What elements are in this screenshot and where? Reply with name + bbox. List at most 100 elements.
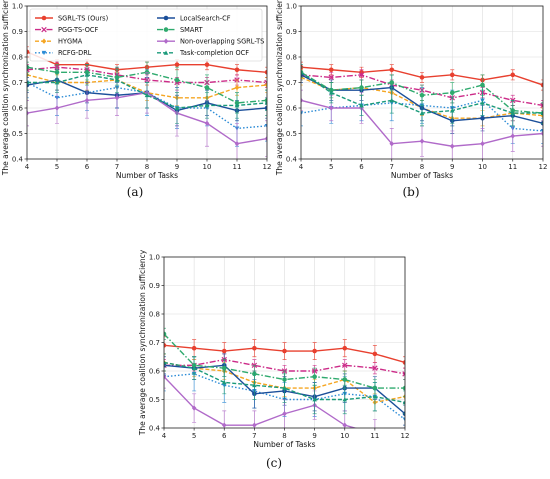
x-tick-label-c: 9	[312, 432, 316, 440]
data-point-a	[114, 95, 120, 101]
data-point-a	[114, 77, 120, 82]
legend-marker	[163, 15, 169, 21]
legend-label-7: Task-completion OCF	[179, 49, 249, 57]
legend-label-1: PGG-TS-OCF	[58, 26, 99, 34]
x-tick-label-a: 9	[175, 163, 179, 171]
x-tick-label-c: 12	[401, 432, 410, 440]
data-point-b	[449, 72, 455, 78]
x-tick-label-a: 11	[233, 163, 242, 171]
data-point-c	[402, 385, 405, 391]
error-bar-b	[541, 117, 543, 145]
data-point-c	[342, 362, 348, 369]
legend-marker	[41, 15, 47, 21]
y-tick-label-b: 1.0	[286, 2, 297, 10]
data-point-b	[480, 115, 485, 121]
y-tick-label-c: 0.7	[149, 339, 160, 347]
error-bar-b	[541, 120, 543, 147]
legend-label-2: HYGMA	[58, 38, 83, 46]
series-b-7	[301, 64, 543, 127]
data-point-c	[191, 405, 197, 411]
panel-c: 4 5 6 7 8 9 10 11 12 0.4 0.5 0.6 0.7 0.8 0.9 1.0 Number …	[138, 249, 409, 470]
error-bar-b	[541, 102, 543, 124]
x-tick-label-a: 7	[115, 163, 119, 171]
data-point-b	[328, 90, 334, 95]
data-point-a	[234, 67, 240, 73]
legend-marker	[41, 50, 47, 56]
data-point-b	[540, 130, 543, 137]
y-tick-label-b: 0.6	[286, 104, 298, 112]
legend-marker	[41, 26, 47, 33]
data-point-b	[540, 82, 543, 88]
data-point-c	[282, 411, 287, 417]
data-point-b	[301, 97, 304, 104]
y-tick-label-a: 0.8	[12, 53, 23, 61]
x-axis-label-c: Number of Tasks	[253, 440, 315, 449]
data-point-b	[510, 110, 516, 115]
data-point-c	[342, 345, 348, 351]
panel-label-b: (b)	[402, 185, 419, 199]
y-axis-label-a: The average coalition synchronization su…	[1, 0, 10, 176]
data-point-a	[27, 64, 30, 70]
data-point-b	[540, 129, 543, 134]
data-point-c	[402, 371, 405, 377]
legend-marker	[163, 27, 169, 32]
data-point-c	[372, 394, 378, 399]
data-point-c	[402, 360, 405, 365]
error-bar-b	[301, 64, 303, 81]
legend-item-0: SGRL-TS (Ours)	[35, 14, 108, 22]
y-tick-label-c: 0.4	[149, 424, 161, 432]
data-point-c	[191, 365, 197, 371]
series-line-c-1	[164, 358, 405, 375]
data-point-b	[510, 72, 516, 78]
error-bar-a	[265, 77, 267, 94]
panel-label-a: (a)	[127, 185, 144, 199]
data-point-c	[164, 360, 167, 365]
error-bar-c	[164, 327, 166, 340]
x-tick-label-b: 12	[539, 163, 548, 171]
data-point-a	[264, 98, 267, 103]
y-tick-label-c: 1.0	[149, 253, 160, 261]
data-point-a	[27, 80, 30, 85]
data-point-a	[264, 79, 267, 86]
error-bar-c	[403, 404, 405, 428]
data-point-a	[174, 77, 180, 83]
data-point-a	[204, 103, 210, 108]
x-tick-label-a: 10	[203, 163, 212, 171]
data-point-c	[312, 374, 317, 380]
error-bar-a	[265, 89, 267, 116]
series-c-7	[164, 353, 405, 415]
error-bar-b	[301, 69, 303, 86]
data-point-a	[234, 84, 240, 91]
data-point-b	[540, 110, 543, 115]
error-bar-a	[27, 46, 29, 58]
x-tick-label-c: 6	[222, 432, 227, 440]
data-point-a	[234, 103, 240, 108]
x-tick-label-c: 4	[162, 432, 167, 440]
data-point-a	[234, 141, 240, 147]
y-tick-label-a: 0.4	[12, 155, 24, 163]
data-point-c	[252, 382, 257, 388]
data-point-c	[342, 397, 348, 402]
error-bar-b	[301, 66, 303, 78]
error-bar-a	[27, 61, 29, 73]
data-point-a	[264, 70, 267, 75]
data-point-c	[312, 348, 317, 354]
data-point-b	[480, 141, 485, 147]
series-line-a-7	[27, 74, 267, 109]
error-bar-a	[27, 100, 29, 127]
data-point-b	[359, 103, 364, 108]
data-point-b	[419, 75, 425, 80]
data-point-a	[27, 49, 30, 55]
plot-area-c	[164, 327, 405, 428]
data-point-b	[389, 80, 395, 85]
data-point-b	[389, 98, 395, 103]
data-point-c	[282, 385, 287, 390]
data-point-c	[402, 417, 405, 422]
data-point-a	[264, 105, 267, 111]
data-point-a	[84, 72, 90, 77]
y-tick-label-a: 0.6	[12, 104, 24, 112]
y-tick-label-b: 0.7	[286, 79, 297, 87]
y-axis-label-c: The average coalition synchronization su…	[138, 249, 147, 436]
legend-item-3: RCFG-DRL	[35, 49, 92, 57]
